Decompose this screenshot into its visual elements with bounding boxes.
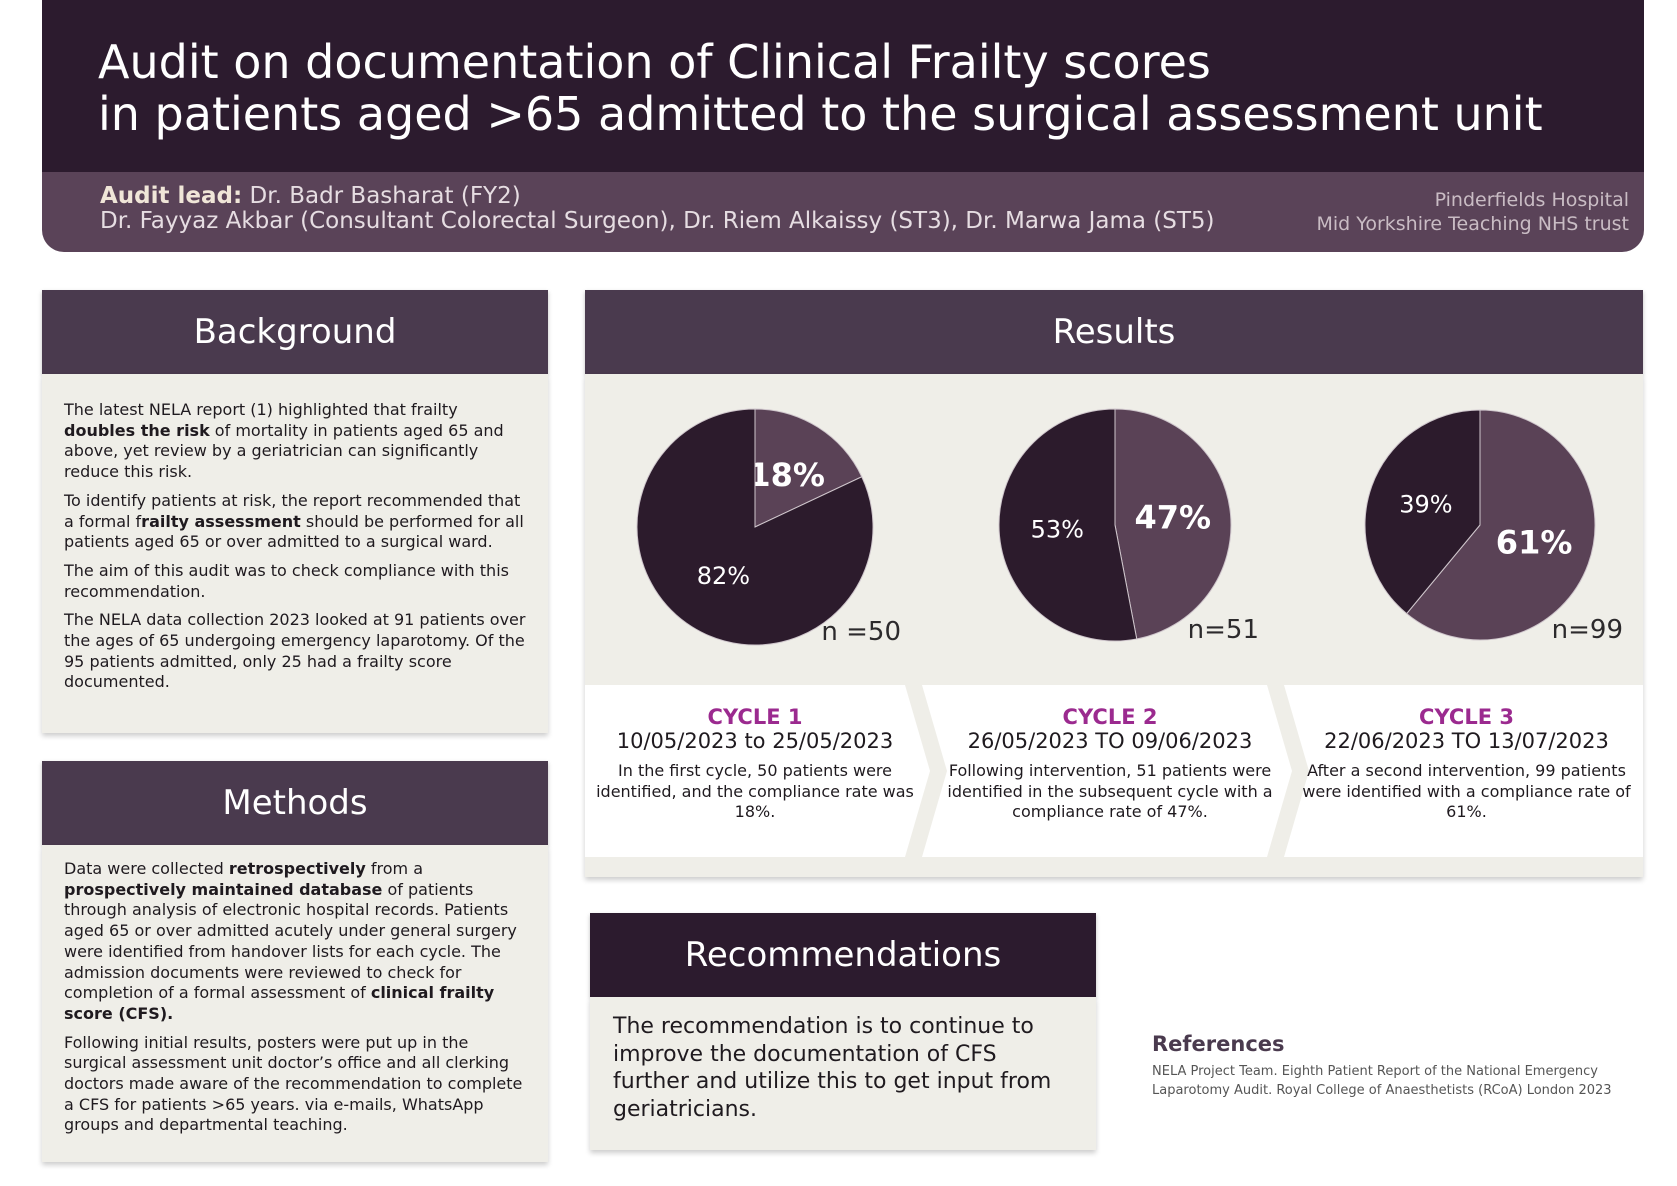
paragraph: The aim of this audit was to check compl… xyxy=(64,561,526,602)
lead: Dr. Badr Basharat (FY2) xyxy=(249,183,521,209)
cycle: CYCLE 3 22/06/2023 TO 13/07/2023 After a s… xyxy=(1290,705,1643,823)
pie-slice xyxy=(636,408,874,646)
slice-label: 82% xyxy=(697,562,750,590)
cycle-name: CYCLE 2 xyxy=(1062,705,1158,729)
sample-size: n=99 xyxy=(1552,615,1623,645)
bold-run: doubles the risk xyxy=(64,420,210,440)
text-run: from a xyxy=(365,859,423,878)
text-run: To identify patients at risk, the report… xyxy=(64,490,521,531)
cycle-text: After a second intervention, 99 patients… xyxy=(1302,761,1631,821)
pie-charts: 18% 82% n =50 47% 53% n=51 61% 39% n=99 xyxy=(636,408,1623,647)
chevron xyxy=(1267,685,1309,857)
background-body: The latest NELA report (1) highlighted t… xyxy=(42,374,548,733)
section-header: Results xyxy=(585,290,1643,374)
cycle-dates: 22/06/2023 TO 13/07/2023 xyxy=(1324,729,1609,753)
section-title: Recommendations xyxy=(684,935,1002,975)
title-line: in patients aged >65 admitted to the sur… xyxy=(98,87,1543,141)
slice-label: 61% xyxy=(1496,523,1573,561)
sample-size: n =50 xyxy=(821,617,901,647)
section-title: Results xyxy=(1052,312,1176,352)
cycle: CYCLE 1 10/05/2023 to 25/05/2023 In the fi… xyxy=(585,705,925,823)
text-run: The aim of this audit was to check compl… xyxy=(64,560,509,601)
cycle-dates: 26/05/2023 TO 09/06/2023 xyxy=(967,729,1253,753)
lead-label: Audit lead: xyxy=(100,183,243,209)
cycle-name: CYCLE 3 xyxy=(1419,705,1514,729)
pie-slice xyxy=(1405,409,1596,641)
section-header: Background xyxy=(42,290,548,374)
references-text: NELA Project Team. Eighth Patient Report… xyxy=(1152,1064,1612,1098)
cycle-background xyxy=(585,685,1643,857)
paragraph: The NELA data collection 2023 looked at … xyxy=(64,610,526,693)
section-title: Background xyxy=(193,312,397,352)
header: Audit on documentation of Clinical Frail… xyxy=(42,0,1644,252)
references-title: References xyxy=(1152,1032,1285,1056)
chevron xyxy=(905,685,947,857)
text-run: should be performed for all patients age… xyxy=(64,511,524,552)
title-line: Audit on documentation of Clinical Frail… xyxy=(98,35,1211,89)
text-run: The latest NELA report (1) highlighted t… xyxy=(64,400,458,419)
slice-label: 47% xyxy=(1134,499,1211,537)
pie-slice xyxy=(998,408,1138,642)
section-header: Recommendations xyxy=(590,913,1096,997)
slice-label: 18% xyxy=(748,456,825,494)
pie-slice xyxy=(1364,409,1481,615)
pie-slice xyxy=(754,408,863,528)
bold-run: clinical frailty score (CFS). xyxy=(64,983,495,1023)
title: Audit on documentation of Clinical Frail… xyxy=(98,36,1543,140)
cycle-band xyxy=(585,685,1643,857)
affiliation: Pinderfields Hospital Mid Yorkshire Teac… xyxy=(1316,188,1629,236)
recommendation-text: The recommendation is to continue to imp… xyxy=(613,1014,1052,1122)
section-title: Methods xyxy=(222,783,368,823)
paragraph: Data were collected retrospectively from… xyxy=(64,859,526,1025)
cycle-dates: 10/05/2023 to 25/05/2023 xyxy=(616,729,894,753)
pie-slice xyxy=(1114,408,1232,640)
paragraph: To identify patients at risk, the report… xyxy=(64,491,526,553)
bold-run: railty assessment xyxy=(141,511,301,531)
bold-run: retrospectively xyxy=(228,859,366,878)
paragraph: The latest NELA report (1) highlighted t… xyxy=(64,400,526,483)
bold-run: prospectively maintained database xyxy=(64,879,383,899)
section-header: Methods xyxy=(42,761,548,845)
cycle-text: Following intervention, 51 patients were… xyxy=(947,761,1273,821)
trust: Mid Yorkshire Teaching NHS trust xyxy=(1316,213,1629,235)
cycle-text: In the first cycle, 50 patients were ide… xyxy=(596,761,914,821)
text-run: of patients through analysis of electron… xyxy=(64,879,517,1003)
text-run: Data were collected xyxy=(64,859,229,878)
title-band xyxy=(42,0,1644,172)
slice-label: 39% xyxy=(1399,491,1452,519)
cycle: CYCLE 2 26/05/2023 TO 09/06/2023 Following… xyxy=(930,705,1290,823)
slice-label: 53% xyxy=(1031,515,1084,543)
references: References NELA Project Team. Eighth Pat… xyxy=(1152,1032,1622,1100)
paragraph: Following initial results, posters were … xyxy=(64,1033,526,1137)
authors: Audit lead: Dr. Badr Basharat (FY2) Dr. … xyxy=(100,184,1215,234)
text-run: Following initial results, posters were … xyxy=(64,1032,523,1135)
sample-size: n=51 xyxy=(1188,615,1259,645)
recommendations-body: The recommendation is to continue to imp… xyxy=(590,997,1096,1150)
text-run: The NELA data collection 2023 looked at … xyxy=(64,610,526,692)
cycle-name: CYCLE 1 xyxy=(707,705,803,729)
hospital: Pinderfields Hospital xyxy=(1434,189,1629,211)
methods-body: Data were collected retrospectively from… xyxy=(42,845,548,1162)
text-run: of mortality in patients aged 65 and abo… xyxy=(64,420,504,482)
team: Dr. Fayyaz Akbar (Consultant Colorectal … xyxy=(100,208,1215,234)
